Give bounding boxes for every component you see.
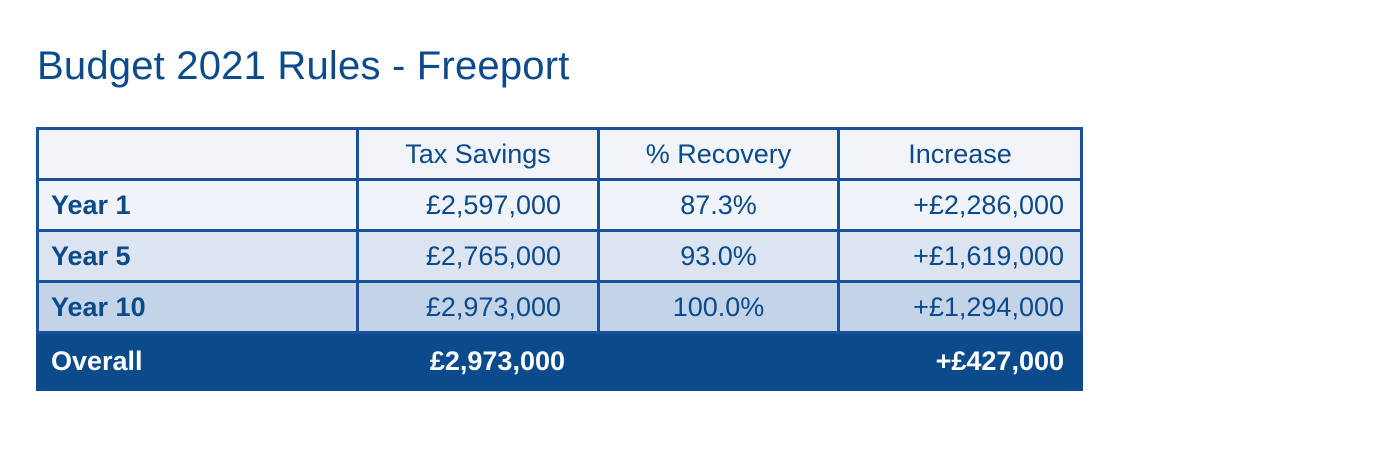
budget-table: Tax Savings % Recovery Increase Year 1 £… xyxy=(36,127,1083,391)
table-row: Year 10 £2,973,000 100.0% +£1,294,000 xyxy=(36,280,1083,334)
recovery-cell: 93.0% xyxy=(597,229,840,283)
header-recovery: % Recovery xyxy=(597,127,840,181)
recovery-cell: 100.0% xyxy=(597,280,840,334)
recovery-cell: 87.3% xyxy=(597,178,840,232)
page-title: Budget 2021 Rules - Freeport xyxy=(37,44,570,88)
header-cell-empty xyxy=(36,127,359,181)
row-label: Year 5 xyxy=(36,229,359,283)
table-row: Year 5 £2,765,000 93.0% +£1,619,000 xyxy=(36,229,1083,283)
table-row: Year 1 £2,597,000 87.3% +£2,286,000 xyxy=(36,178,1083,232)
total-recovery xyxy=(597,331,840,391)
increase-cell: +£2,286,000 xyxy=(837,178,1083,232)
total-row: Overall £2,973,000 +£427,000 xyxy=(36,331,1083,391)
increase-cell: +£1,619,000 xyxy=(837,229,1083,283)
row-label: Year 1 xyxy=(36,178,359,232)
tax-savings-cell: £2,973,000 xyxy=(356,280,600,334)
increase-cell: +£1,294,000 xyxy=(837,280,1083,334)
tax-savings-cell: £2,765,000 xyxy=(356,229,600,283)
budget-table-container: Tax Savings % Recovery Increase Year 1 £… xyxy=(36,127,1083,391)
total-increase: +£427,000 xyxy=(837,331,1083,391)
total-label: Overall xyxy=(36,331,359,391)
total-tax-savings: £2,973,000 xyxy=(356,331,600,391)
header-tax-savings: Tax Savings xyxy=(356,127,600,181)
header-increase: Increase xyxy=(837,127,1083,181)
tax-savings-cell: £2,597,000 xyxy=(356,178,600,232)
row-label: Year 10 xyxy=(36,280,359,334)
table-header-row: Tax Savings % Recovery Increase xyxy=(36,127,1083,181)
